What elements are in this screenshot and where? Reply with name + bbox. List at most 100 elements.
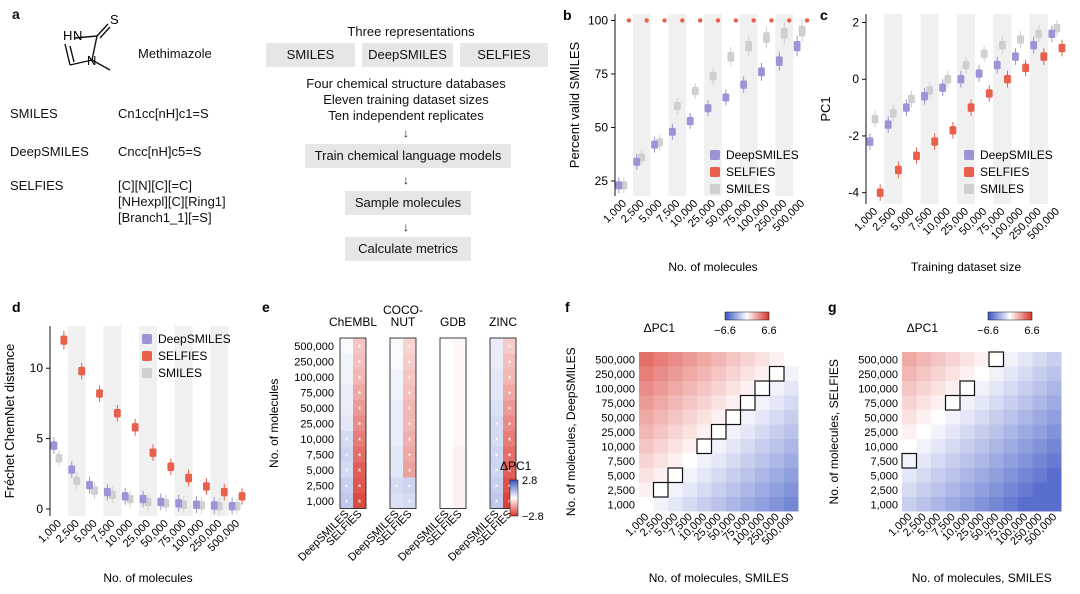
box: [975, 69, 983, 78]
heatmap-cell: [639, 395, 654, 410]
colorbar-max: 6.6: [761, 325, 776, 337]
row-label: 1,000: [306, 496, 334, 508]
heatmap-cell: [974, 439, 989, 454]
heatmap-cell: [960, 468, 975, 483]
heatmap-cell: [740, 410, 755, 425]
box: [228, 501, 236, 511]
data-point: [644, 18, 649, 23]
heatmap-cell: [740, 468, 755, 483]
data-point: [680, 18, 685, 23]
heatmap-cell: [440, 415, 453, 431]
heatmap-cell: [453, 446, 466, 462]
heatmap-cell: [769, 352, 784, 367]
heatmap-cell: [503, 400, 516, 416]
heatmap-cell: [1003, 482, 1018, 497]
data-point: [787, 18, 792, 23]
heatmap-cell: [403, 462, 416, 478]
x-axis-label: No. of molecules, SMILES: [649, 571, 789, 585]
heatmap-cell: [353, 415, 366, 431]
heatmap-cell: [1018, 366, 1033, 381]
heatmap-cell: [353, 338, 366, 354]
significance-star: *: [358, 343, 362, 353]
heatmap-cell: [440, 431, 453, 447]
colorbar-title: ΔPC1: [500, 459, 532, 473]
x-axis-label: Training dataset size: [911, 260, 1022, 274]
heatmap-cell: [340, 446, 353, 462]
heatmap-cell: [440, 477, 453, 493]
y-tick-label: 2: [852, 16, 859, 30]
group-frame: [389, 337, 417, 509]
heatmap-cell: [726, 395, 741, 410]
row-label: 50,000: [864, 412, 898, 424]
heatmap-cell: [784, 453, 799, 468]
database-label: GDB: [440, 315, 466, 329]
legend-swatch: [964, 150, 974, 160]
heatmap-cell: [916, 410, 931, 425]
heatmap-cell: [916, 381, 931, 396]
heatmap-cell: [945, 395, 960, 410]
heatmap-cell: [697, 395, 712, 410]
row-label: 5,000: [607, 470, 635, 482]
heatmap-cell: [453, 369, 466, 385]
significance-star: *: [508, 467, 512, 477]
heatmap-cell: [1032, 395, 1047, 410]
heatmap-cell: [711, 410, 726, 425]
heatmap-cell: [1032, 424, 1047, 439]
heatmap-cell: [755, 366, 770, 381]
heatmap-cell: [769, 410, 784, 425]
heatmap-cell: [1003, 410, 1018, 425]
heatmap-cell: [740, 352, 755, 367]
box: [758, 67, 765, 77]
row-deepsmiles-value: Cncc[nH]c5=S: [118, 144, 202, 159]
colorbar: [724, 311, 770, 321]
heatmap-cell: [340, 415, 353, 431]
row-label: 1,000: [870, 499, 898, 511]
row-label: 100,000: [595, 383, 635, 395]
heatmap-cell: [639, 352, 654, 367]
heatmap-cell: [490, 477, 503, 493]
heatmap-cell: [453, 338, 466, 354]
heatmap-cell: [668, 497, 683, 512]
heatmap-cell: [974, 410, 989, 425]
box: [993, 60, 1001, 70]
significance-star: *: [495, 498, 499, 508]
chart-g: g 500,000 250,000 100,000 75,000 50,000 25,000…: [827, 299, 1062, 585]
heatmap-cell: [784, 497, 799, 512]
heatmap-cell: [403, 353, 416, 369]
heatmap-cell: [740, 439, 755, 454]
heatmap-cell: [390, 493, 403, 509]
heatmap-cell: [726, 352, 741, 367]
heatmap-cell: [784, 482, 799, 497]
row-label: 75,000: [601, 398, 635, 410]
row-deepsmiles-name: DeepSMILES: [10, 144, 89, 159]
heatmap-cell: [989, 395, 1004, 410]
heatmap-cell: [931, 395, 946, 410]
heatmap-cell: [769, 439, 784, 454]
heatmap-cell: [902, 352, 917, 367]
heatmap-cell: [960, 453, 975, 468]
heatmap-cell: [453, 400, 466, 416]
heatmap-cell: [403, 338, 416, 354]
box: [980, 49, 988, 58]
x-axis-label: No. of molecules: [103, 571, 192, 585]
heatmap-cell: [711, 482, 726, 497]
significance-star: *: [408, 389, 412, 399]
heatmap-cell: [390, 462, 403, 478]
heatmap-cell: [403, 493, 416, 509]
heatmap-cell: [353, 462, 366, 478]
heatmap-cell: [490, 446, 503, 462]
heatmap-cell: [340, 369, 353, 385]
heatmap-cell: [916, 453, 931, 468]
box: [889, 109, 897, 118]
heatmap-cell: [1003, 366, 1018, 381]
box: [50, 441, 58, 450]
heatmap-cell: [1047, 366, 1062, 381]
heatmap-cell: [769, 468, 784, 483]
heatmap-cell: [390, 477, 403, 493]
heatmap-cell: [653, 497, 668, 512]
heatmap-cell: [1032, 482, 1047, 497]
panel-label: g: [828, 299, 837, 315]
heatmap-cell: [769, 424, 784, 439]
significance-star: *: [408, 436, 412, 446]
significance-star: *: [495, 451, 499, 461]
